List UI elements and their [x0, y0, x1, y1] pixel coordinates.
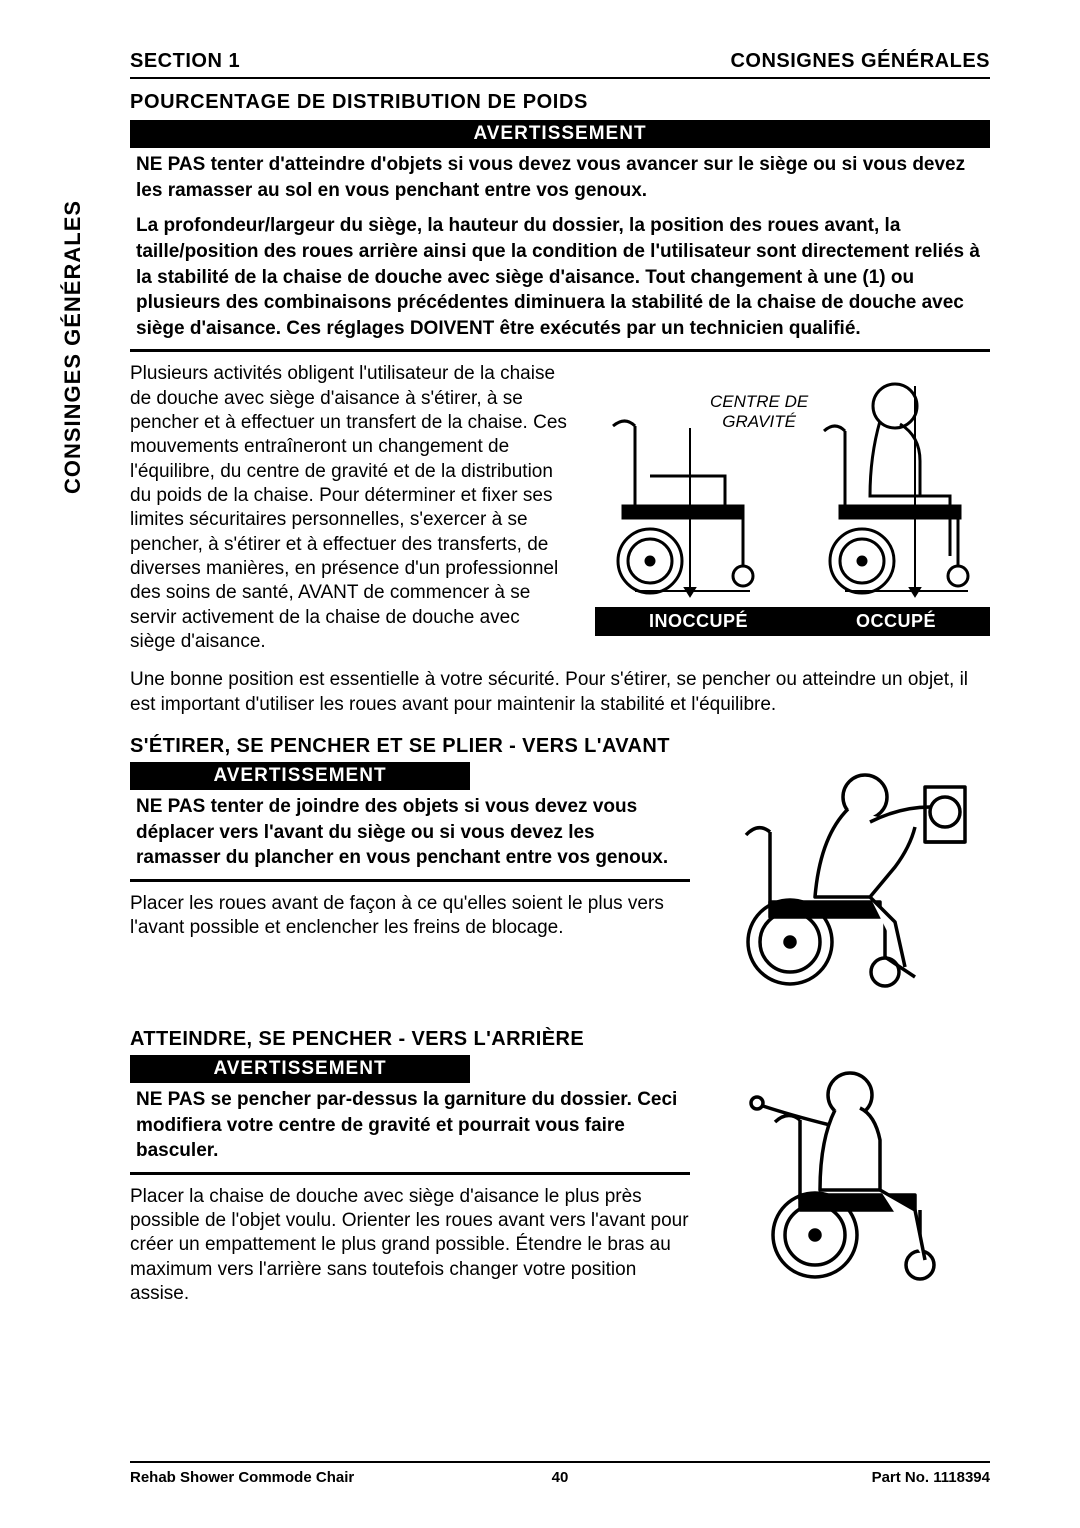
side-tab: CONSINGES GÉNÉRALES: [60, 200, 86, 494]
footer: Rehab Shower Commode Chair 40 Part No. 1…: [130, 1461, 990, 1486]
footer-right: Part No. 1118394: [872, 1469, 990, 1486]
warning-text-1b: La profondeur/largeur du siège, la haute…: [136, 213, 984, 341]
footer-page: 40: [552, 1469, 569, 1486]
section1-body1: Plusieurs activités obligent l'utilisate…: [130, 362, 569, 654]
warning-bar-1: AVERTISSEMENT: [130, 120, 990, 148]
section2-title: S'ÉTIRER, SE PENCHER ET SE PLIER - VERS …: [130, 735, 990, 758]
warning-bar-3: AVERTISSEMENT: [130, 1055, 470, 1083]
warning-text-1: NE PAS tenter d'atteindre d'objets si vo…: [130, 148, 990, 352]
warning-text-2: NE PAS tenter de joindre des objets si v…: [130, 790, 690, 882]
figure-reach-back: [710, 1055, 990, 1295]
warning-text-1a: NE PAS tenter d'atteindre d'objets si vo…: [136, 152, 984, 203]
section1-title: POURCENTAGE DE DISTRIBUTION DE POIDS: [130, 91, 990, 114]
center-of-gravity-diagram: CENTRE DEGRAVITÉ INOCCUPÉ OCCUPÉ: [595, 366, 990, 636]
diagram-top-label: CENTRE DEGRAVITÉ: [710, 392, 808, 431]
footer-left: Rehab Shower Commode Chair: [130, 1469, 354, 1486]
figure-lean-forward: [710, 762, 990, 1002]
section3-body: Placer la chaise de douche avec siège d'…: [130, 1185, 690, 1307]
diagram-label-occupied: OCCUPÉ: [856, 611, 936, 632]
header-right: CONSIGNES GÉNÉRALES: [730, 50, 990, 73]
diagram-label-unoccupied: INOCCUPÉ: [649, 611, 748, 632]
header-row: SECTION 1 CONSIGNES GÉNÉRALES: [130, 50, 990, 79]
warning-bar-2: AVERTISSEMENT: [130, 762, 470, 790]
warning-text-3: NE PAS se pencher par-dessus la garnitur…: [130, 1083, 690, 1175]
section3-title: ATTEINDRE, SE PENCHER - VERS L'ARRIÈRE: [130, 1028, 990, 1051]
section1-body2: Une bonne position est essentielle à vot…: [130, 668, 990, 717]
header-left: SECTION 1: [130, 50, 240, 73]
section2-body: Placer les roues avant de façon à ce qu'…: [130, 892, 690, 941]
